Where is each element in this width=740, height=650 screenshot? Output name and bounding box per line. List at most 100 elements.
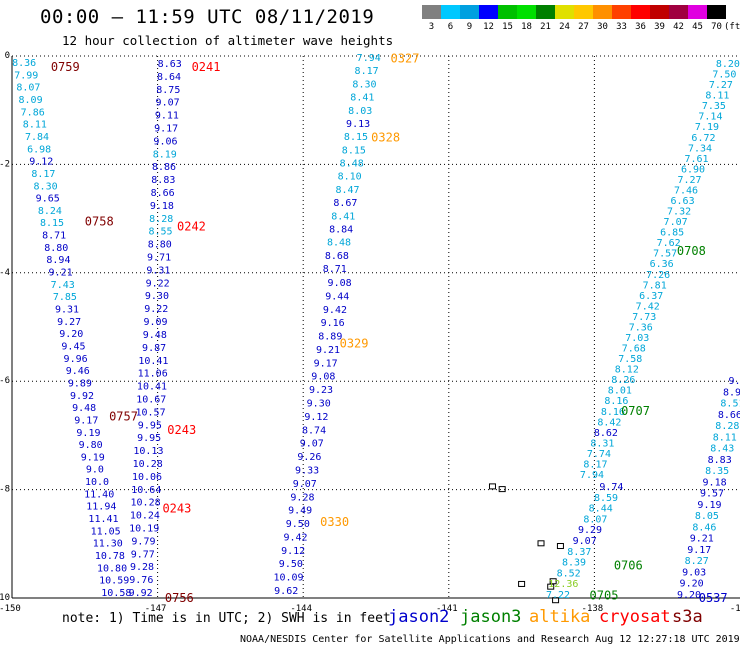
- swh-value-label: 10.28: [131, 498, 161, 509]
- swh-value-label: 9.11: [155, 111, 179, 122]
- swh-value-label: 11.30: [93, 539, 123, 550]
- swh-value-label: 9.17: [74, 415, 98, 426]
- swh-value-label: 8.11: [713, 432, 737, 443]
- swh-value-label: 6.63: [671, 196, 695, 207]
- swh-value-label: 7.35: [702, 101, 726, 112]
- swh-value-label: 8.47: [335, 185, 359, 196]
- island-outline: [549, 578, 557, 585]
- swh-value-label: 7.74: [587, 449, 611, 460]
- swh-value-label: 9.03: [682, 567, 706, 578]
- swh-value-label: 9.21: [690, 534, 714, 545]
- swh-value-label: 7.36: [629, 322, 653, 333]
- swh-value-label: 9.18: [703, 477, 727, 488]
- swh-value-label: 8.03: [348, 106, 372, 117]
- swh-value-label: 8.12: [615, 365, 639, 376]
- footer-credit: NOAA/NESDIS Center for Satellite Applica…: [240, 634, 740, 645]
- swh-value-label: 8.48: [327, 238, 351, 249]
- swh-value-label: 8.62: [594, 428, 618, 439]
- swh-value-label: 8.80: [148, 240, 172, 251]
- pass-time-label: 0328: [371, 130, 400, 144]
- pass-time-label: 0757: [109, 409, 138, 423]
- pass-time-label: 0242: [177, 220, 206, 234]
- swh-value-label: 7.86: [21, 107, 45, 118]
- pass-time-label: 0707: [621, 404, 650, 418]
- swh-value-label: 9.42: [323, 305, 347, 316]
- swh-value-label: 10.09: [273, 573, 303, 584]
- swh-value-label: 10.06: [132, 472, 162, 483]
- legend-swatch: [707, 5, 726, 19]
- legend-label: 42: [673, 22, 684, 32]
- swh-value-label: 11.41: [88, 514, 118, 525]
- swh-value-label: 8.48: [340, 159, 364, 170]
- swh-value-label: 8.36: [12, 58, 36, 69]
- swh-value-label: 8.64: [157, 72, 181, 83]
- y-tick-label: -6: [0, 376, 10, 386]
- swh-value-label: 9.17: [314, 358, 338, 369]
- swh-value-label: 9.21: [316, 345, 340, 356]
- swh-value-label: 9.07: [156, 98, 180, 109]
- pass-time-label: 0708: [677, 244, 706, 258]
- legend-label: 6: [447, 22, 454, 32]
- swh-value-label: 9.30: [145, 291, 169, 302]
- pass-time-label: 0705: [590, 588, 619, 602]
- figure-title: 00:00 – 11:59 UTC 08/11/2019: [40, 6, 375, 28]
- swh-value-label: 8.83: [708, 455, 732, 466]
- satellite-name: jason2: [388, 607, 450, 627]
- swh-value-label: 8.11: [705, 91, 729, 102]
- x-tick-label: -138: [582, 604, 604, 614]
- x-tick-label: -150: [0, 604, 21, 614]
- swh-value-label: 9.50: [286, 519, 310, 530]
- swh-value-label: 9.19: [697, 500, 721, 511]
- pass-time-label: 0330: [320, 515, 349, 529]
- units-note: note: 1) Time is in UTC; 2) SWH is in fe…: [62, 611, 391, 626]
- swh-value-label: 8.05: [695, 511, 719, 522]
- legend-label: 24: [559, 22, 570, 32]
- swh-value-label: 8.39: [562, 558, 586, 569]
- swh-value-label: 8.63: [158, 59, 182, 70]
- swh-value-label: 6.85: [660, 228, 684, 239]
- swh-value-label: 7.61: [684, 154, 708, 165]
- swh-value-label: 9.08: [311, 372, 335, 383]
- swh-value-label: 8.07: [16, 83, 40, 94]
- swh-value-label: 7.73: [632, 312, 656, 323]
- swh-value-label: 9.57: [700, 489, 724, 500]
- figure-subtitle: 12 hour collection of altimeter wave hei…: [62, 33, 394, 48]
- swh-value-label: 7.22: [546, 590, 570, 601]
- swh-value-label: 8.31: [590, 438, 614, 449]
- pass-time-label: 0243: [162, 502, 191, 516]
- y-tick-label: -8: [0, 485, 10, 495]
- pass-time-label: 0327: [391, 52, 420, 66]
- swh-value-label: 9.92: [129, 588, 153, 599]
- swh-value-label: 9.22: [144, 304, 168, 315]
- swh-value-label: 10.64: [131, 485, 161, 496]
- swh-value-label: 8.94: [46, 255, 70, 266]
- legend-swatch: [422, 5, 441, 19]
- island-outline: [552, 597, 560, 604]
- x-tick-label: -144: [290, 604, 312, 614]
- swh-value-label: 8.59: [594, 493, 618, 504]
- swh-value-label: 8.16: [604, 396, 628, 407]
- swh-value-label: 8.41: [331, 211, 355, 222]
- island-outline: [518, 580, 526, 587]
- swh-value-label: 10.57: [136, 407, 166, 418]
- satellite-name: cryosat: [599, 607, 671, 627]
- legend-swatch: [650, 5, 669, 19]
- swh-value-label: 7.84: [25, 132, 49, 143]
- swh-value-label: 9.46: [66, 366, 90, 377]
- swh-value-label: 9.19: [76, 428, 100, 439]
- swh-value-label: 8.09: [19, 95, 43, 106]
- swh-value-label: 9.13: [346, 119, 370, 130]
- swh-value-label: 8.55: [148, 227, 172, 238]
- swh-value-label: 9.23: [309, 385, 333, 396]
- pass-time-label: 0329: [340, 336, 369, 350]
- swh-value-label: 9.74: [599, 482, 623, 493]
- legend-swatch: [688, 5, 707, 19]
- satellite-name: s3a: [672, 607, 703, 627]
- legend-label: 27: [578, 22, 589, 32]
- swh-value-label: 8.35: [705, 466, 729, 477]
- swh-value-label: 7.03: [625, 333, 649, 344]
- swh-value-label: 7.14: [698, 112, 722, 123]
- y-tick-label: 0: [5, 51, 10, 61]
- swh-value-label: 7.43: [51, 280, 75, 291]
- swh-value-label: 7.46: [674, 185, 698, 196]
